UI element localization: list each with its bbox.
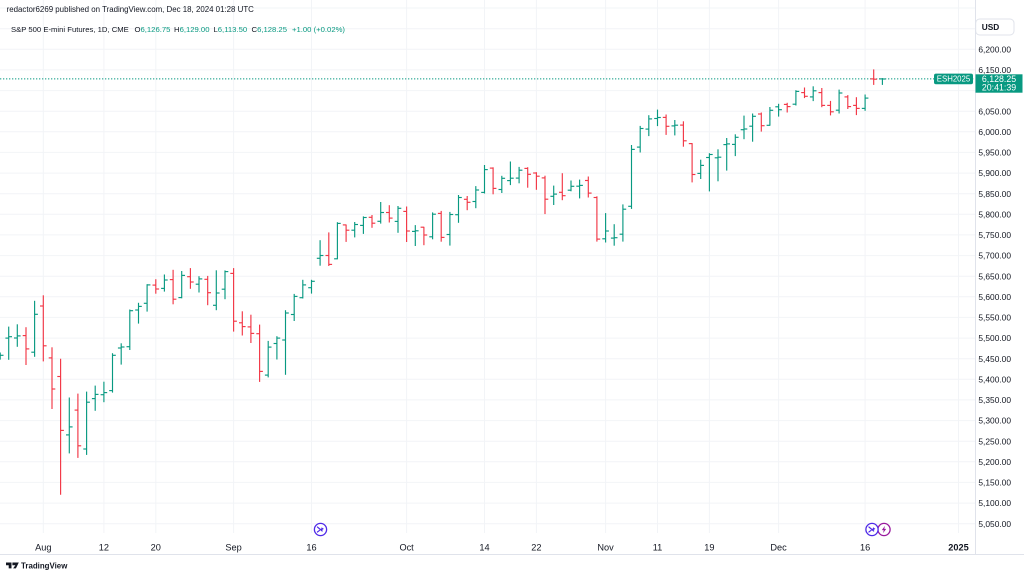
svg-text:5,100.00: 5,100.00 [978, 498, 1011, 508]
svg-text:Nov: Nov [597, 542, 614, 552]
svg-text:5,500.00: 5,500.00 [978, 333, 1011, 343]
svg-text:5,700.00: 5,700.00 [978, 251, 1011, 261]
svg-text:5,800.00: 5,800.00 [978, 209, 1011, 219]
svg-text:2025: 2025 [948, 542, 968, 552]
svg-text:20: 20 [151, 542, 161, 552]
svg-text:5,350.00: 5,350.00 [978, 395, 1011, 405]
svg-text:5,900.00: 5,900.00 [978, 168, 1011, 178]
svg-text:Dec: Dec [770, 542, 787, 552]
svg-text:ESH2025: ESH2025 [937, 74, 971, 83]
svg-text:20:41:39: 20:41:39 [982, 82, 1016, 92]
svg-text:5,250.00: 5,250.00 [978, 436, 1011, 446]
svg-text:12: 12 [99, 542, 109, 552]
svg-text:19: 19 [704, 542, 714, 552]
svg-text:5,650.00: 5,650.00 [978, 271, 1011, 281]
svg-text:USD: USD [982, 22, 1000, 32]
svg-text:6,150.00: 6,150.00 [978, 65, 1011, 75]
svg-text:6,050.00: 6,050.00 [978, 106, 1011, 116]
svg-text:5,300.00: 5,300.00 [978, 416, 1011, 426]
svg-text:Aug: Aug [35, 542, 51, 552]
svg-text:5,750.00: 5,750.00 [978, 230, 1011, 240]
svg-text:5,600.00: 5,600.00 [978, 292, 1011, 302]
svg-text:14: 14 [479, 542, 489, 552]
svg-text:Oct: Oct [399, 542, 414, 552]
svg-text:5,150.00: 5,150.00 [978, 478, 1011, 488]
svg-text:22: 22 [531, 542, 541, 552]
svg-text:5,050.00: 5,050.00 [978, 519, 1011, 529]
svg-text:16: 16 [306, 542, 316, 552]
svg-text:5,550.00: 5,550.00 [978, 313, 1011, 323]
svg-text:6,128.25: 6,128.25 [982, 74, 1016, 84]
svg-text:5,850.00: 5,850.00 [978, 189, 1011, 199]
svg-text:6,000.00: 6,000.00 [978, 127, 1011, 137]
svg-text:TradingView: TradingView [21, 561, 68, 570]
svg-text:5,950.00: 5,950.00 [978, 148, 1011, 158]
svg-text:16: 16 [860, 542, 870, 552]
svg-text:Sep: Sep [225, 542, 241, 552]
svg-text:5,200.00: 5,200.00 [978, 457, 1011, 467]
svg-text:11: 11 [653, 542, 663, 552]
svg-text:5,400.00: 5,400.00 [978, 374, 1011, 384]
svg-text:5,450.00: 5,450.00 [978, 354, 1011, 364]
svg-text:6,200.00: 6,200.00 [978, 44, 1011, 54]
